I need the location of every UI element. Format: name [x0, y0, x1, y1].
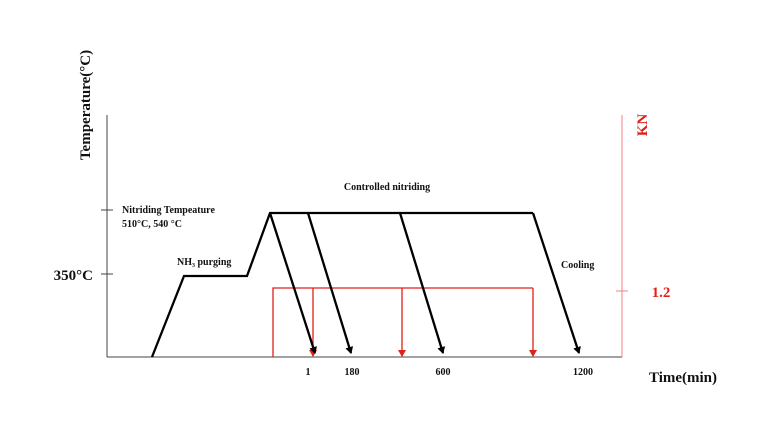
y-right-tick-1.2: 1.2	[652, 285, 671, 301]
y-axis-right-label: KN	[635, 114, 651, 137]
cooling-arrow-1200	[531, 212, 581, 354]
controlled-nitriding-label: Controlled nitriding	[344, 182, 430, 193]
nitriding-temp-values: 510°C, 540 °C	[122, 219, 182, 230]
x-tick: 180	[345, 367, 360, 378]
y-axis-left-label: Temperature(°C)	[78, 50, 94, 160]
x-tick: 1	[306, 367, 311, 378]
cooling-arrow-180	[306, 212, 354, 354]
temperature-profile	[150, 211, 581, 358]
x-tick: 600	[436, 367, 451, 378]
kn-step-line	[272, 287, 533, 357]
cooling-arrow-600	[398, 212, 446, 354]
cooling-arrow-1	[268, 212, 317, 354]
y-tick-350: 350°C	[54, 268, 93, 284]
nitriding-temp-label: Nitriding Tempeature	[122, 205, 215, 216]
cooling-label: Cooling	[561, 260, 594, 271]
x-axis-label: Time(min)	[649, 370, 717, 386]
x-tick: 1200	[573, 367, 593, 378]
nh3-purging-label: NH₃ purging	[177, 257, 231, 268]
temperature-path	[150, 211, 533, 358]
